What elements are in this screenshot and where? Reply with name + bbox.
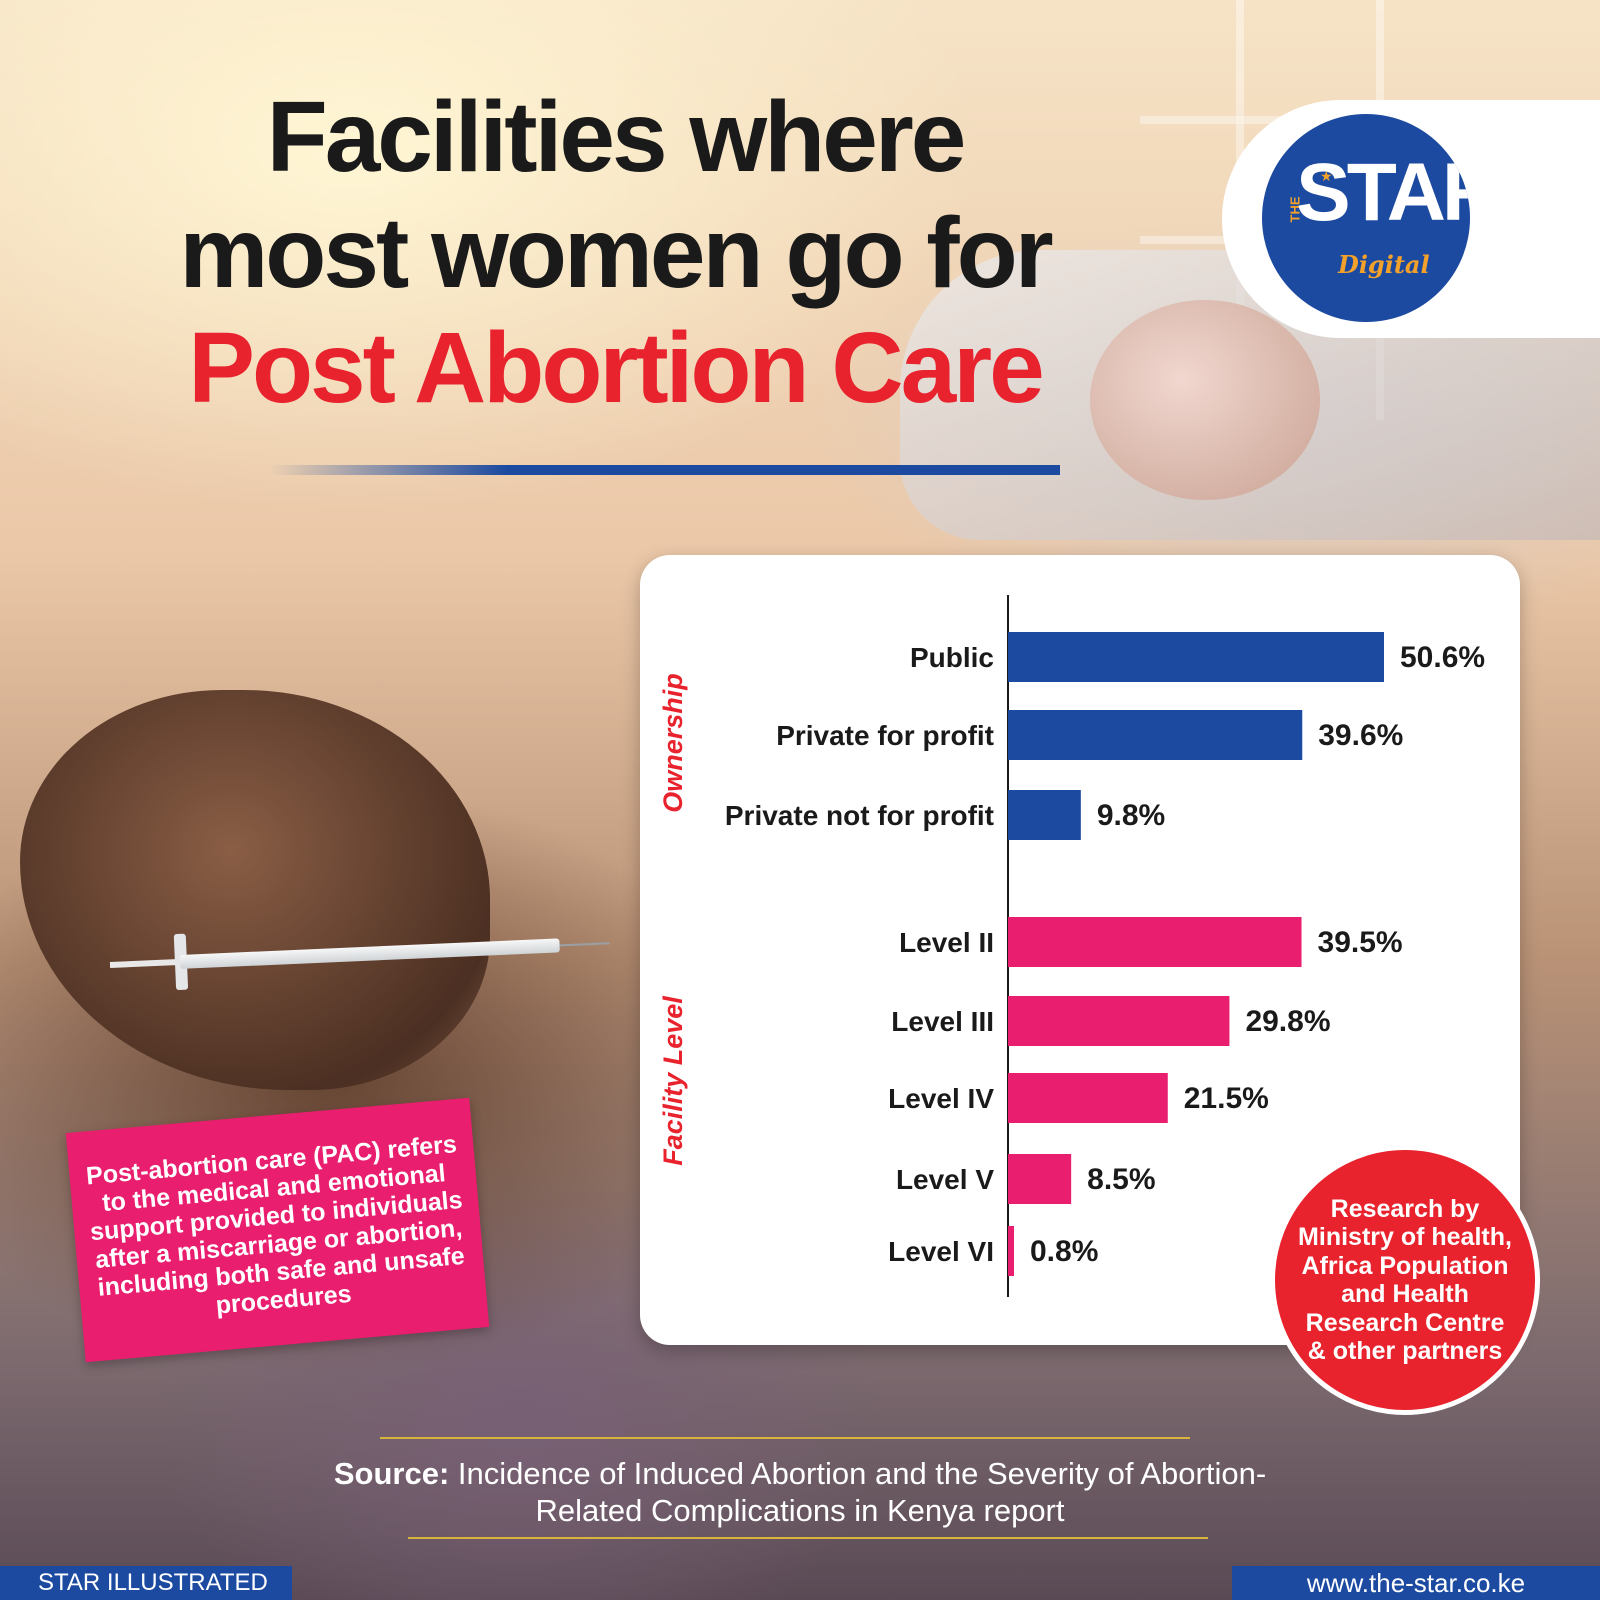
- data-label-1-3: 8.5%: [1087, 1163, 1155, 1196]
- category-label-0-2: Private not for profit: [725, 800, 994, 831]
- logo-star-text: STAR: [1296, 147, 1470, 238]
- research-badge-text: Research by Ministry of health, Africa P…: [1298, 1194, 1512, 1366]
- star-icon: ★: [1320, 168, 1333, 184]
- source-citation: Source: Incidence of Induced Abortion an…: [330, 1455, 1270, 1529]
- category-label-1-0: Level II: [899, 927, 994, 958]
- source-label: Source:: [333, 1456, 450, 1491]
- data-label-0-0: 50.6%: [1400, 641, 1485, 674]
- bar-0-0: [1008, 632, 1384, 682]
- title-line-1: Facilities where: [266, 81, 967, 193]
- bar-1-2: [1008, 1073, 1168, 1123]
- background-hand: [20, 690, 490, 1090]
- data-label-0-1: 39.6%: [1318, 719, 1403, 752]
- bar-1-0: [1008, 917, 1302, 967]
- pac-definition-text: Post-abortion care (PAC) refers to the m…: [84, 1130, 466, 1320]
- bar-0-2: [1008, 790, 1081, 840]
- source-rule-top: [380, 1437, 1190, 1439]
- category-label-1-1: Level III: [891, 1006, 994, 1037]
- title-line-2: most women go for: [179, 197, 1053, 309]
- footer-website-link[interactable]: www.the-star.co.ke: [1232, 1566, 1600, 1600]
- pac-definition-box: Post-abortion care (PAC) refers to the m…: [65, 1097, 490, 1363]
- source-rule-bottom: [408, 1537, 1208, 1539]
- background-pregnant-woman: [1090, 300, 1320, 500]
- title-underline: [270, 465, 1060, 475]
- category-label-1-4: Level VI: [888, 1236, 994, 1267]
- category-label-1-2: Level IV: [888, 1083, 994, 1114]
- the-star-digital-logo[interactable]: THE STAR ★ Digital: [1262, 114, 1470, 322]
- data-label-1-0: 39.5%: [1318, 926, 1403, 959]
- data-label-1-2: 21.5%: [1184, 1082, 1269, 1115]
- category-label-0-1: Private for profit: [776, 720, 994, 751]
- bar-chart: Ownership Public 50.6% Private for profit 39…: [658, 595, 1485, 1297]
- data-label-1-1: 29.8%: [1245, 1005, 1330, 1038]
- title-line-3: Post Abortion Care: [188, 312, 1044, 424]
- bar-1-3: [1008, 1154, 1072, 1204]
- source-text: Incidence of Induced Abortion and the Se…: [457, 1456, 1267, 1529]
- data-label-1-4: 0.8%: [1030, 1235, 1098, 1268]
- bar-1-1: [1008, 996, 1230, 1046]
- group-label-0: Ownership: [658, 673, 688, 813]
- syringe-needle: [559, 942, 610, 947]
- bar-0-1: [1008, 710, 1303, 760]
- bar-1-4: [1008, 1226, 1014, 1276]
- research-badge: Research by Ministry of health, Africa P…: [1270, 1145, 1540, 1415]
- group-label-1: Facility Level: [658, 996, 688, 1166]
- logo-digital-text: Digital: [1338, 250, 1430, 279]
- footer-star-illustrated: STAR ILLUSTRATED: [0, 1566, 292, 1600]
- data-label-0-2: 9.8%: [1097, 799, 1165, 832]
- category-label-1-3: Level V: [896, 1164, 994, 1195]
- category-label-0-0: Public: [910, 642, 994, 673]
